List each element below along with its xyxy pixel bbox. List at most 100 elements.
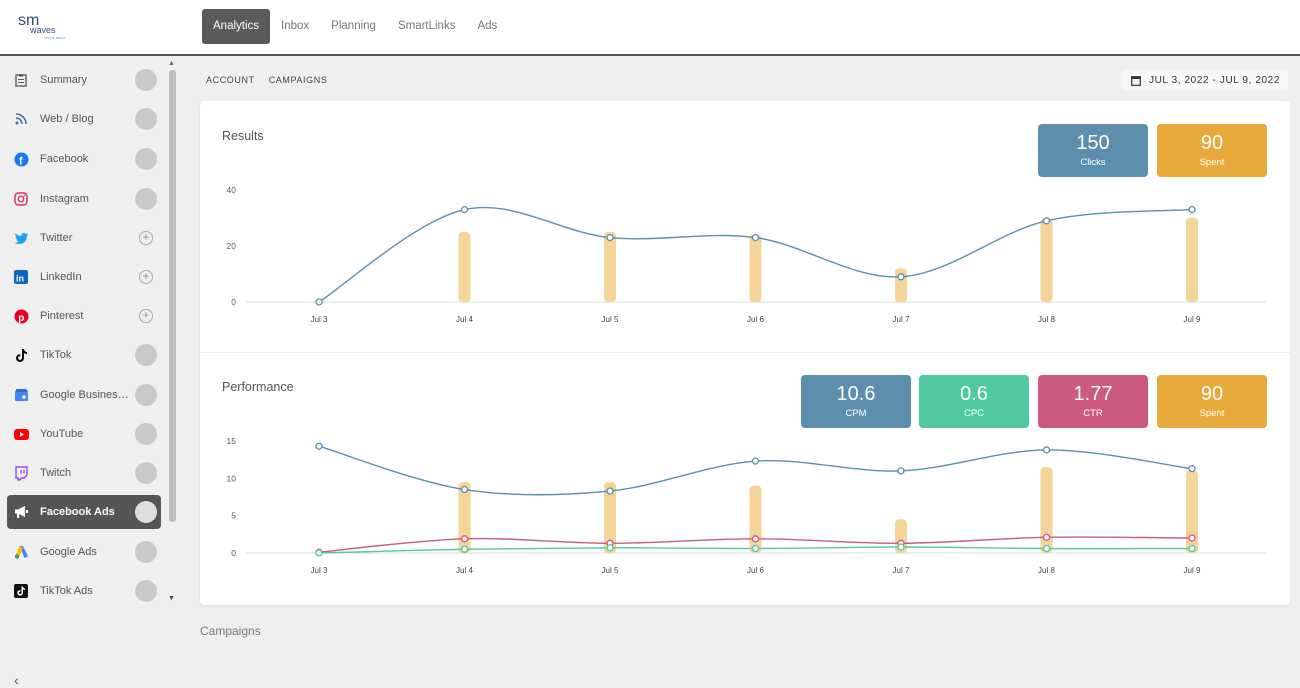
stat-value: 10.6 <box>836 383 876 405</box>
add-icon[interactable]: + <box>139 309 153 323</box>
nav-analytics[interactable]: Analytics <box>202 9 271 44</box>
nav-ads[interactable]: Ads <box>477 20 498 32</box>
status-circle[interactable] <box>135 462 157 484</box>
sidebar-item-instagram[interactable]: Instagram <box>7 182 161 216</box>
scroll-down-arrow-icon[interactable]: ▼ <box>168 595 175 602</box>
x-tick-label: Jul 3 <box>311 315 328 324</box>
y-tick-label: 15 <box>227 436 237 446</box>
stat-label: CPM <box>845 408 867 419</box>
y-tick-label: 10 <box>227 473 237 483</box>
y-tick-label: 20 <box>227 241 237 251</box>
data-point <box>1042 446 1051 454</box>
section-divider <box>200 352 1290 353</box>
google-ads-icon <box>13 544 29 560</box>
rss-icon <box>13 111 29 127</box>
data-point <box>460 485 469 494</box>
sidebar-item-facebook-ads[interactable]: Facebook Ads <box>7 495 161 529</box>
linkedin-icon: in <box>13 269 29 285</box>
status-circle[interactable] <box>135 384 157 406</box>
svg-text:p: p <box>18 313 24 324</box>
data-point <box>606 487 614 495</box>
add-icon[interactable]: + <box>139 270 153 284</box>
status-circle[interactable] <box>135 108 157 130</box>
bar <box>1040 218 1053 302</box>
smwaves-logo[interactable]: sm waves SOCIAL MEDIA <box>14 10 74 44</box>
sidebar-item-label: Instagram <box>40 193 89 205</box>
sidebar-item-tiktok[interactable]: TikTok <box>7 338 161 372</box>
sidebar-item-twitter[interactable]: Twitter + <box>7 221 161 255</box>
sidebar-item-label: Twitch <box>40 467 72 479</box>
data-point <box>460 545 469 553</box>
chevron-left-icon[interactable]: ‹ <box>14 672 19 688</box>
bar <box>458 232 471 302</box>
sidebar-item-label: Facebook Ads <box>40 506 115 518</box>
status-circle[interactable] <box>135 580 157 602</box>
cpm-stat[interactable]: 10.6 CPM <box>801 375 911 428</box>
y-tick-label: 40 <box>227 185 237 195</box>
data-point <box>1188 544 1196 553</box>
sidebar-item-pinterest[interactable]: p Pinterest + <box>7 299 161 333</box>
add-icon[interactable]: + <box>139 231 153 245</box>
tab-account[interactable]: ACCOUNT <box>206 75 255 85</box>
date-range-text: JUL 3, 2022 - JUL 9, 2022 <box>1149 74 1280 86</box>
stat-value: 90 <box>1200 132 1224 154</box>
status-circle[interactable] <box>135 423 157 445</box>
pinterest-icon: p <box>13 308 29 324</box>
data-point <box>460 535 469 543</box>
bar <box>604 482 616 553</box>
y-tick-label: 5 <box>231 511 236 521</box>
performance-title: Performance <box>222 380 294 394</box>
clipboard-icon <box>13 72 29 88</box>
spent-stat[interactable]: 90 Spent <box>1157 124 1267 177</box>
sidebar-item-google-business[interactable]: Google Business Profile <box>7 378 161 412</box>
sidebar-item-linkedin[interactable]: in LinkedIn + <box>7 260 161 294</box>
sidebar-item-label: Google Ads <box>40 546 97 558</box>
status-circle[interactable] <box>135 188 157 210</box>
sidebar-item-google-ads[interactable]: Google Ads <box>7 535 161 569</box>
sidebar-item-tiktok-ads[interactable]: TikTok Ads <box>7 574 161 608</box>
analytics-card <box>200 101 1290 605</box>
status-circle[interactable] <box>135 541 157 563</box>
bar <box>1186 218 1198 302</box>
sidebar-item-summary[interactable]: Summary <box>7 63 161 97</box>
nav-inbox[interactable]: Inbox <box>281 20 310 32</box>
cpc-stat[interactable]: 0.6 CPC <box>919 375 1029 428</box>
status-circle[interactable] <box>135 148 157 170</box>
nav-planning[interactable]: Planning <box>331 20 376 32</box>
twitter-icon <box>13 230 29 246</box>
bar <box>1040 467 1053 553</box>
data-point <box>315 549 323 557</box>
svg-text:f: f <box>19 155 23 167</box>
data-point <box>606 233 614 242</box>
date-range-picker[interactable]: JUL 3, 2022 - JUL 9, 2022 <box>1122 69 1288 91</box>
sidebar-scrollbar-thumb[interactable] <box>169 70 176 522</box>
performance-chart: 0 5 10 15 Jul 3 Jul 4 Jul 5 Jul 6 Jul 7 Jul 8 Jul … <box>227 436 1266 575</box>
top-bar: sm waves SOCIAL MEDIA Analytics Inbox Pl… <box>0 0 1300 56</box>
y-tick-label: 0 <box>231 548 236 558</box>
x-tick-label: Jul 7 <box>893 315 910 324</box>
scroll-up-arrow-icon[interactable]: ▲ <box>168 60 175 67</box>
stat-label: CTR <box>1083 408 1103 419</box>
status-circle[interactable] <box>135 501 157 523</box>
data-point <box>460 205 469 214</box>
clicks-stat[interactable]: 150 Clicks <box>1038 124 1148 177</box>
tiktok-ads-icon <box>13 583 29 599</box>
results-title: Results <box>222 129 264 143</box>
stat-label: Clicks <box>1080 157 1106 168</box>
y-tick-label: 0 <box>231 297 236 307</box>
sidebar-item-facebook[interactable]: f Facebook <box>7 142 161 176</box>
x-tick-label: Jul 9 <box>1184 566 1201 575</box>
analytics-subtabs: ACCOUNT CAMPAIGNS <box>206 75 341 85</box>
sidebar-item-youtube[interactable]: YouTube <box>7 417 161 451</box>
sidebar-item-twitch[interactable]: Twitch <box>7 456 161 490</box>
data-point <box>1042 533 1051 541</box>
nav-smartlinks[interactable]: SmartLinks <box>397 20 456 32</box>
tab-campaigns[interactable]: CAMPAIGNS <box>268 75 328 85</box>
ctr-stat[interactable]: 1.77 CTR <box>1038 375 1148 428</box>
status-circle[interactable] <box>135 69 157 91</box>
data-point <box>897 543 905 551</box>
status-circle[interactable] <box>135 344 157 366</box>
spent-stat[interactable]: 90 Spent <box>1157 375 1267 428</box>
x-tick-label: Jul 8 <box>1038 315 1055 324</box>
sidebar-item-web-blog[interactable]: Web / Blog <box>7 102 161 136</box>
